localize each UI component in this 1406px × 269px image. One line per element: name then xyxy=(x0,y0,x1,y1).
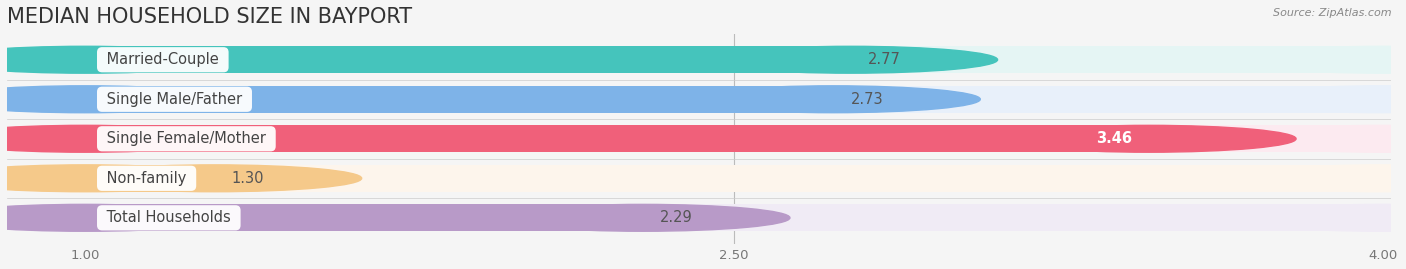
Circle shape xyxy=(0,46,232,73)
Text: 2.77: 2.77 xyxy=(868,52,901,67)
Text: Non-family: Non-family xyxy=(103,171,191,186)
Circle shape xyxy=(1236,125,1406,152)
Circle shape xyxy=(1236,165,1406,192)
Bar xyxy=(84,46,1382,73)
Circle shape xyxy=(703,46,998,73)
Bar xyxy=(84,86,1382,113)
Circle shape xyxy=(0,204,232,231)
Bar xyxy=(84,165,1382,192)
Circle shape xyxy=(0,86,232,113)
Circle shape xyxy=(67,165,361,192)
Bar xyxy=(84,125,1149,152)
Circle shape xyxy=(1236,204,1406,231)
Bar xyxy=(84,204,1382,231)
Circle shape xyxy=(0,125,232,152)
Text: Single Male/Father: Single Male/Father xyxy=(103,92,247,107)
Circle shape xyxy=(0,125,232,152)
Bar xyxy=(84,125,1382,152)
Circle shape xyxy=(1236,86,1406,113)
Circle shape xyxy=(0,165,232,192)
Text: MEDIAN HOUSEHOLD SIZE IN BAYPORT: MEDIAN HOUSEHOLD SIZE IN BAYPORT xyxy=(7,7,412,27)
Circle shape xyxy=(0,204,232,231)
Bar xyxy=(84,46,851,73)
Circle shape xyxy=(0,46,232,73)
Text: Single Female/Mother: Single Female/Mother xyxy=(103,131,270,146)
Bar xyxy=(84,86,834,113)
Text: 2.29: 2.29 xyxy=(661,210,693,225)
Text: Source: ZipAtlas.com: Source: ZipAtlas.com xyxy=(1274,8,1392,18)
Circle shape xyxy=(0,86,232,113)
Bar xyxy=(84,165,215,192)
Circle shape xyxy=(1236,46,1406,73)
Circle shape xyxy=(686,86,980,113)
Text: 1.30: 1.30 xyxy=(232,171,264,186)
Circle shape xyxy=(496,204,790,231)
Circle shape xyxy=(0,165,232,192)
Circle shape xyxy=(1002,125,1296,152)
Text: Married-Couple: Married-Couple xyxy=(103,52,224,67)
Text: 3.46: 3.46 xyxy=(1095,131,1132,146)
Bar xyxy=(84,204,643,231)
Text: Total Households: Total Households xyxy=(103,210,235,225)
Text: 2.73: 2.73 xyxy=(851,92,883,107)
